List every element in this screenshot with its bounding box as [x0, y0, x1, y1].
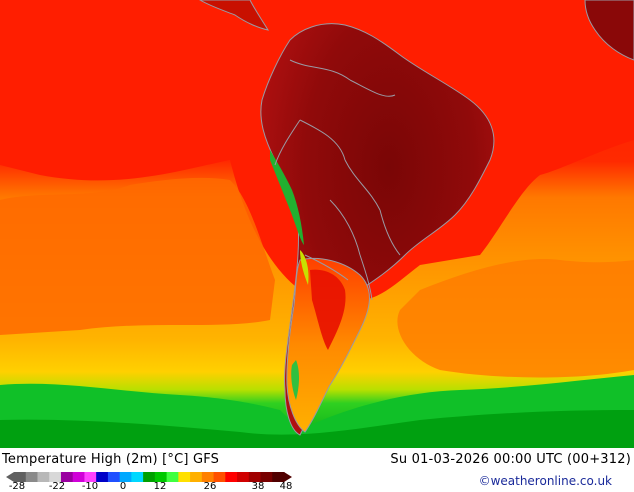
legend-swatch: [248, 472, 262, 482]
legend-tick: -22: [48, 481, 66, 492]
legend-tick: 38: [251, 481, 265, 492]
legend-swatch: [37, 472, 50, 482]
legend-swatch: [166, 472, 179, 482]
legend-swatch: [154, 472, 168, 482]
legend-swatch: [72, 472, 85, 482]
andes-cold-strip: [270, 150, 304, 245]
legend-swatch: [84, 472, 97, 482]
legend-swatch: [190, 472, 203, 482]
legend-tick: 0: [119, 481, 127, 492]
legend-swatch: [143, 472, 156, 482]
legend-swatch: [14, 472, 27, 482]
legend-swatch: [131, 472, 144, 482]
legend-arrow-high: [284, 472, 292, 482]
legend-tick: 48: [279, 481, 293, 492]
legend-swatch: [96, 472, 109, 482]
andes-snow-patch: [300, 250, 309, 285]
legend-swatch: [272, 472, 285, 482]
argentina-red: [310, 269, 346, 350]
map-title: Temperature High (2m) [°C] GFS: [2, 452, 220, 467]
legend-swatch: [213, 472, 226, 482]
orange-patch-pacific: [0, 177, 275, 335]
legend-swatch: [25, 472, 38, 482]
legend-swatch: [201, 472, 215, 482]
legend-swatch: [60, 472, 74, 482]
legend-tick: 12: [153, 481, 167, 492]
legend-swatch: [119, 472, 132, 482]
legend-tick: -28: [8, 481, 26, 492]
africa-land: [584, 0, 634, 61]
legend-tick: 26: [203, 481, 217, 492]
legend-tick: -10: [81, 481, 99, 492]
legend-swatch: [237, 472, 250, 482]
legend-swatch: [225, 472, 238, 482]
legend-swatch: [178, 472, 191, 482]
temperature-map: [0, 0, 634, 448]
credit-link[interactable]: ©weatheronline.co.uk: [478, 474, 612, 488]
southern-ocean-deep: [0, 410, 634, 448]
legend-arrow-low: [6, 472, 14, 482]
andes-cold-strip-south: [291, 360, 299, 400]
orange-patch-atlantic: [397, 259, 634, 378]
valid-time: Su 01-03-2026 00:00 UTC (00+312): [390, 452, 631, 467]
color-legend-bar: [6, 472, 292, 482]
legend-swatch: [260, 472, 273, 482]
central-america-land: [199, 0, 270, 31]
legend-swatch: [49, 472, 62, 482]
map-footer: Temperature High (2m) [°C] GFS Su 01-03-…: [0, 448, 634, 490]
country-borders: [274, 59, 401, 301]
legend-swatch: [107, 472, 121, 482]
